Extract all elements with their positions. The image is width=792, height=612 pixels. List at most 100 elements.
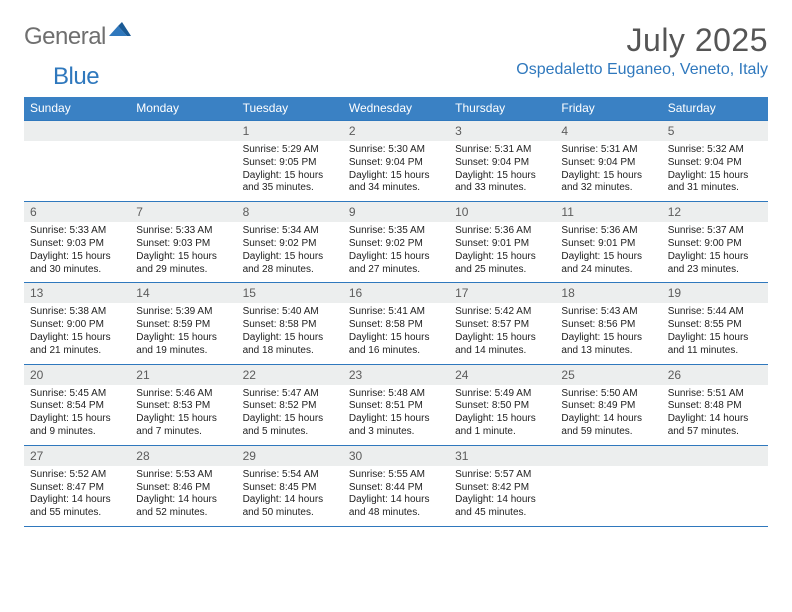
day-cell: Sunrise: 5:31 AMSunset: 9:04 PMDaylight:… xyxy=(555,141,661,201)
daylight-text: Daylight: 15 hours and 34 minutes. xyxy=(349,170,443,196)
day-number: 26 xyxy=(662,365,768,385)
daylight-text: Daylight: 14 hours and 48 minutes. xyxy=(349,494,443,520)
sunrise-text: Sunrise: 5:52 AM xyxy=(30,469,124,482)
day-cell: Sunrise: 5:34 AMSunset: 9:02 PMDaylight:… xyxy=(237,222,343,282)
day-cell-content xyxy=(662,466,768,475)
day-number: . xyxy=(24,121,130,141)
daylight-text: Daylight: 15 hours and 9 minutes. xyxy=(30,413,124,439)
daynum-cell: 1 xyxy=(237,121,343,141)
day-cell-content: Sunrise: 5:47 AMSunset: 8:52 PMDaylight:… xyxy=(237,385,343,445)
content-row: Sunrise: 5:52 AMSunset: 8:47 PMDaylight:… xyxy=(24,466,768,527)
day-number: 19 xyxy=(662,283,768,303)
sunset-text: Sunset: 9:01 PM xyxy=(455,238,549,251)
day-number: 2 xyxy=(343,121,449,141)
sunset-text: Sunset: 9:04 PM xyxy=(349,157,443,170)
sunrise-text: Sunrise: 5:44 AM xyxy=(668,306,762,319)
day-cell-content: Sunrise: 5:41 AMSunset: 8:58 PMDaylight:… xyxy=(343,303,449,363)
sunset-text: Sunset: 8:47 PM xyxy=(30,482,124,495)
day-cell-content: Sunrise: 5:55 AMSunset: 8:44 PMDaylight:… xyxy=(343,466,449,526)
daylight-text: Daylight: 14 hours and 55 minutes. xyxy=(30,494,124,520)
day-cell-content xyxy=(24,141,130,150)
day-number: 12 xyxy=(662,202,768,222)
daylight-text: Daylight: 15 hours and 13 minutes. xyxy=(561,332,655,358)
title-block: July 2025 Ospedaletto Euganeo, Veneto, I… xyxy=(516,22,768,79)
day-cell-content: Sunrise: 5:48 AMSunset: 8:51 PMDaylight:… xyxy=(343,385,449,445)
day-cell xyxy=(24,141,130,201)
sunrise-text: Sunrise: 5:32 AM xyxy=(668,144,762,157)
daynum-row: 6789101112 xyxy=(24,201,768,222)
sunrise-text: Sunrise: 5:40 AM xyxy=(243,306,337,319)
day-cell: Sunrise: 5:39 AMSunset: 8:59 PMDaylight:… xyxy=(130,303,236,363)
daynum-row: ..12345 xyxy=(24,120,768,141)
day-cell: Sunrise: 5:50 AMSunset: 8:49 PMDaylight:… xyxy=(555,385,661,445)
day-cell: Sunrise: 5:52 AMSunset: 8:47 PMDaylight:… xyxy=(24,466,130,526)
day-cell: Sunrise: 5:51 AMSunset: 8:48 PMDaylight:… xyxy=(662,385,768,445)
location-subtitle: Ospedaletto Euganeo, Veneto, Italy xyxy=(516,61,768,79)
sunrise-text: Sunrise: 5:45 AM xyxy=(30,388,124,401)
day-cell: Sunrise: 5:48 AMSunset: 8:51 PMDaylight:… xyxy=(343,385,449,445)
day-cell xyxy=(130,141,236,201)
day-cell-content: Sunrise: 5:39 AMSunset: 8:59 PMDaylight:… xyxy=(130,303,236,363)
day-cell-content: Sunrise: 5:53 AMSunset: 8:46 PMDaylight:… xyxy=(130,466,236,526)
daynum-cell: . xyxy=(555,446,661,466)
day-cell-content: Sunrise: 5:35 AMSunset: 9:02 PMDaylight:… xyxy=(343,222,449,282)
day-number: . xyxy=(130,121,236,141)
daynum-cell: 27 xyxy=(24,446,130,466)
daylight-text: Daylight: 15 hours and 23 minutes. xyxy=(668,251,762,277)
content-row: Sunrise: 5:45 AMSunset: 8:54 PMDaylight:… xyxy=(24,385,768,445)
sunrise-text: Sunrise: 5:31 AM xyxy=(561,144,655,157)
sunrise-text: Sunrise: 5:53 AM xyxy=(136,469,230,482)
daynum-cell: 25 xyxy=(555,365,661,385)
daylight-text: Daylight: 15 hours and 31 minutes. xyxy=(668,170,762,196)
daylight-text: Daylight: 15 hours and 19 minutes. xyxy=(136,332,230,358)
sunrise-text: Sunrise: 5:35 AM xyxy=(349,225,443,238)
day-cell: Sunrise: 5:54 AMSunset: 8:45 PMDaylight:… xyxy=(237,466,343,526)
content-row: Sunrise: 5:38 AMSunset: 9:00 PMDaylight:… xyxy=(24,303,768,363)
day-cell: Sunrise: 5:29 AMSunset: 9:05 PMDaylight:… xyxy=(237,141,343,201)
daylight-text: Daylight: 15 hours and 1 minute. xyxy=(455,413,549,439)
sunset-text: Sunset: 9:05 PM xyxy=(243,157,337,170)
sunrise-text: Sunrise: 5:55 AM xyxy=(349,469,443,482)
day-cell-content: Sunrise: 5:36 AMSunset: 9:01 PMDaylight:… xyxy=(555,222,661,282)
daynum-row: 2728293031.. xyxy=(24,445,768,466)
daylight-text: Daylight: 15 hours and 16 minutes. xyxy=(349,332,443,358)
sunset-text: Sunset: 8:45 PM xyxy=(243,482,337,495)
sunset-text: Sunset: 9:01 PM xyxy=(561,238,655,251)
sunset-text: Sunset: 8:42 PM xyxy=(455,482,549,495)
day-cell-content: Sunrise: 5:45 AMSunset: 8:54 PMDaylight:… xyxy=(24,385,130,445)
day-cell: Sunrise: 5:55 AMSunset: 8:44 PMDaylight:… xyxy=(343,466,449,526)
day-cell: Sunrise: 5:42 AMSunset: 8:57 PMDaylight:… xyxy=(449,303,555,363)
logo-text-general: General xyxy=(24,23,106,51)
sunset-text: Sunset: 8:52 PM xyxy=(243,400,337,413)
day-header-mon: Monday xyxy=(130,97,236,120)
day-cell: Sunrise: 5:36 AMSunset: 9:01 PMDaylight:… xyxy=(449,222,555,282)
sunset-text: Sunset: 9:02 PM xyxy=(349,238,443,251)
daynum-cell: 21 xyxy=(130,365,236,385)
daynum-cell: 31 xyxy=(449,446,555,466)
day-cell-content: Sunrise: 5:32 AMSunset: 9:04 PMDaylight:… xyxy=(662,141,768,201)
day-cell-content: Sunrise: 5:43 AMSunset: 8:56 PMDaylight:… xyxy=(555,303,661,363)
daylight-text: Daylight: 15 hours and 28 minutes. xyxy=(243,251,337,277)
sunrise-text: Sunrise: 5:41 AM xyxy=(349,306,443,319)
sunset-text: Sunset: 8:54 PM xyxy=(30,400,124,413)
daynum-cell: 11 xyxy=(555,202,661,222)
day-number: 24 xyxy=(449,365,555,385)
day-cell-content: Sunrise: 5:42 AMSunset: 8:57 PMDaylight:… xyxy=(449,303,555,363)
day-header-wed: Wednesday xyxy=(343,97,449,120)
daynum-cell: 6 xyxy=(24,202,130,222)
content-row: Sunrise: 5:29 AMSunset: 9:05 PMDaylight:… xyxy=(24,141,768,201)
day-cell-content: Sunrise: 5:31 AMSunset: 9:04 PMDaylight:… xyxy=(449,141,555,201)
day-cell: Sunrise: 5:57 AMSunset: 8:42 PMDaylight:… xyxy=(449,466,555,526)
day-number: 15 xyxy=(237,283,343,303)
daynum-cell: 22 xyxy=(237,365,343,385)
day-number: 25 xyxy=(555,365,661,385)
daynum-cell: 14 xyxy=(130,283,236,303)
daynum-cell: 19 xyxy=(662,283,768,303)
day-cell-content: Sunrise: 5:52 AMSunset: 8:47 PMDaylight:… xyxy=(24,466,130,526)
day-cell-content: Sunrise: 5:38 AMSunset: 9:00 PMDaylight:… xyxy=(24,303,130,363)
day-header-sat: Saturday xyxy=(662,97,768,120)
daynum-row: 13141516171819 xyxy=(24,282,768,303)
sunrise-text: Sunrise: 5:57 AM xyxy=(455,469,549,482)
daynum-cell: 26 xyxy=(662,365,768,385)
sunrise-text: Sunrise: 5:31 AM xyxy=(455,144,549,157)
